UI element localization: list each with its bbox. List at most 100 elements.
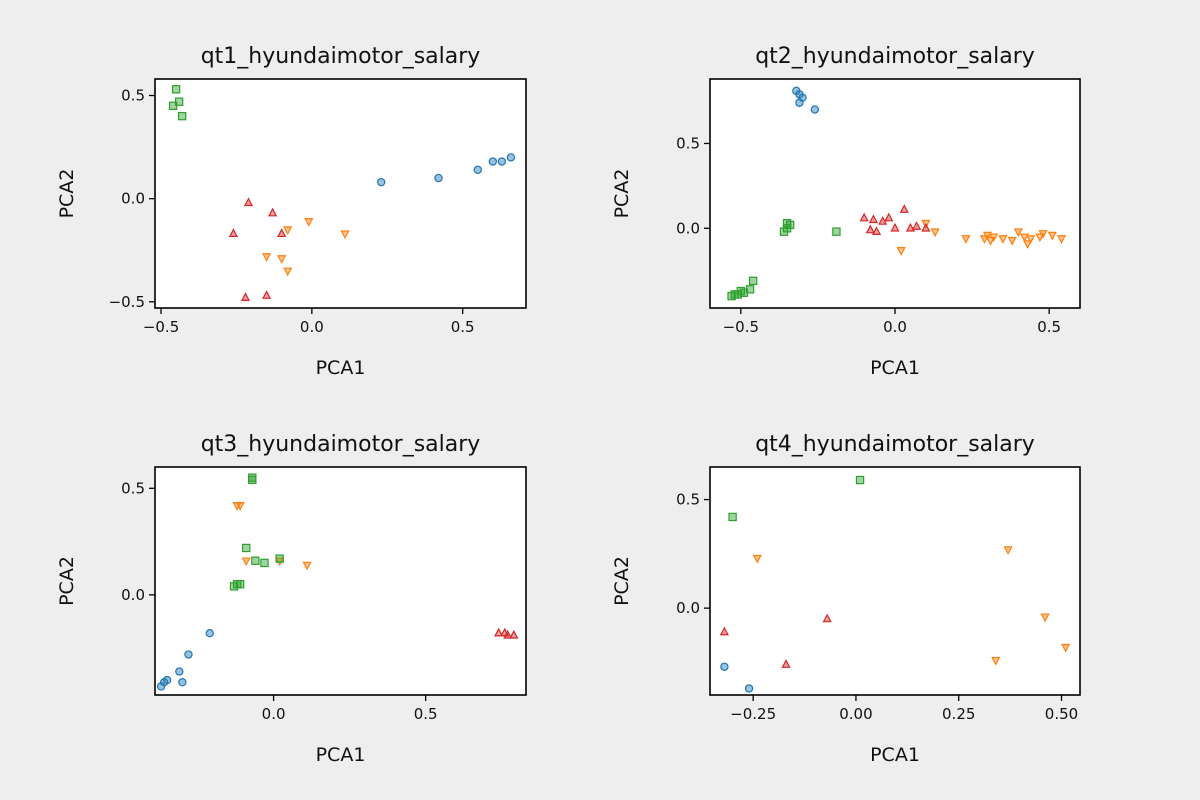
data-point-series-2 [1056,235,1067,244]
x-tick-label: 0.0 [300,318,324,336]
data-point-series-1 [178,678,187,687]
data-point-series-1 [720,662,729,671]
data-point-series-3 [248,475,257,484]
x-tick-label: −0.5 [723,318,759,336]
data-point-series-3 [251,556,260,565]
data-point-series-3 [728,512,737,522]
data-point-series-1 [473,165,482,174]
data-point-series-2 [1013,228,1023,238]
data-point-series-2 [752,554,762,564]
points [168,85,516,301]
data-point-series-1 [497,157,507,166]
data-point-series-3 [171,85,181,94]
data-point-series-2 [275,557,285,567]
data-point-series-2 [982,231,993,241]
data-point-series-1 [810,105,820,114]
data-point-series-4 [509,629,519,639]
y-tick-label: −0.5 [109,293,145,311]
data-point-series-1 [795,98,804,107]
y-tick-label: 0.0 [676,219,700,237]
data-point-series-2 [232,502,242,511]
data-point-series-4 [277,228,287,238]
axes-frame [709,466,1081,696]
plot-area [155,79,526,308]
data-point-series-4 [262,290,272,299]
data-point-series-2 [277,255,287,264]
data-point-series-4 [911,221,922,230]
data-point-series-1 [156,682,166,691]
data-point-series-4 [243,197,254,207]
data-point-series-1 [434,173,443,183]
data-point-series-3 [177,111,187,121]
y-axis-label: PCA2 [56,169,78,219]
data-point-series-4 [899,204,909,213]
scatter-panel-4: −0.25 0.00 0.25 0.50 0.0 0.5 qt4_hyundaimotor_… [611,432,1081,766]
y-axis-label: PCA2 [56,556,78,606]
x-axis-label: PCA1 [870,357,920,379]
x-axis-label: PCA1 [316,744,366,766]
data-point-series-4 [719,626,729,636]
data-point-series-2 [961,235,971,244]
scatter-panel-3: 0.0 0.5 0.0 0.5 qt3_hyundaimotor_salary PCA1 P… [56,432,527,766]
data-point-series-2 [1047,231,1057,241]
data-point-series-2 [302,561,312,571]
data-point-series-4 [868,214,879,224]
data-point-series-2 [896,247,906,256]
data-point-series-2 [283,226,293,236]
y-axis-label: PCA2 [611,169,633,219]
data-point-series-4 [781,659,791,668]
data-point-series-4 [822,613,832,623]
data-point-series-2 [1003,546,1013,555]
x-tick-label: −0.5 [143,318,179,336]
x-axis-label: PCA1 [316,357,366,379]
x-tick-label: 0.25 [942,705,975,723]
data-point-series-4 [865,224,875,234]
data-point-series-1 [205,629,214,638]
data-point-series-2 [1061,643,1071,653]
x-tick-label: 0.0 [883,318,907,336]
chart-title: qt4_hyundaimotor_salary [755,432,1035,457]
axes-frame [154,78,527,309]
data-point-series-3 [235,579,245,589]
x-tick-label: 0.00 [839,705,872,723]
data-point-series-4 [500,627,510,637]
data-point-series-2 [262,253,272,262]
data-point-series-2 [283,267,293,277]
x-tick-label: 0.5 [451,318,475,336]
data-point-series-4 [240,292,251,301]
y-tick-label: 0.0 [676,599,700,617]
data-point-series-3 [855,475,865,485]
data-point-series-4 [878,216,888,225]
y-tick-label: 0.5 [676,134,700,152]
data-point-series-2 [991,656,1001,666]
y-tick-label: 0.0 [121,586,145,604]
data-point-series-4 [268,207,278,217]
data-point-series-3 [727,291,736,301]
x-tick-label: 0.5 [414,705,438,723]
x-tick-label: 0.0 [262,705,286,723]
points [727,86,1067,301]
data-point-series-3 [748,276,758,286]
chart-title: qt1_hyundaimotor_salary [201,44,481,69]
y-tick-label: 0.0 [121,190,145,208]
y-tick-label: 0.5 [121,479,145,497]
data-point-series-2 [1040,613,1050,623]
x-axis-label: PCA1 [870,744,920,766]
data-point-series-3 [260,558,269,568]
data-point-series-2 [998,235,1008,244]
data-point-series-3 [782,224,792,233]
data-point-series-2 [989,233,999,243]
data-point-series-1 [488,157,498,166]
data-point-series-4 [884,212,894,222]
data-point-series-4 [905,222,916,232]
data-point-series-1 [184,650,193,659]
data-point-series-4 [494,627,504,637]
data-point-series-3 [832,227,841,236]
data-point-series-2 [241,557,251,567]
data-point-series-1 [377,177,386,187]
y-tick-label: 0.5 [121,87,145,105]
x-tick-label: −0.25 [730,705,776,723]
data-point-series-2 [340,230,350,240]
data-point-series-1 [506,153,516,162]
data-point-series-3 [275,554,284,563]
